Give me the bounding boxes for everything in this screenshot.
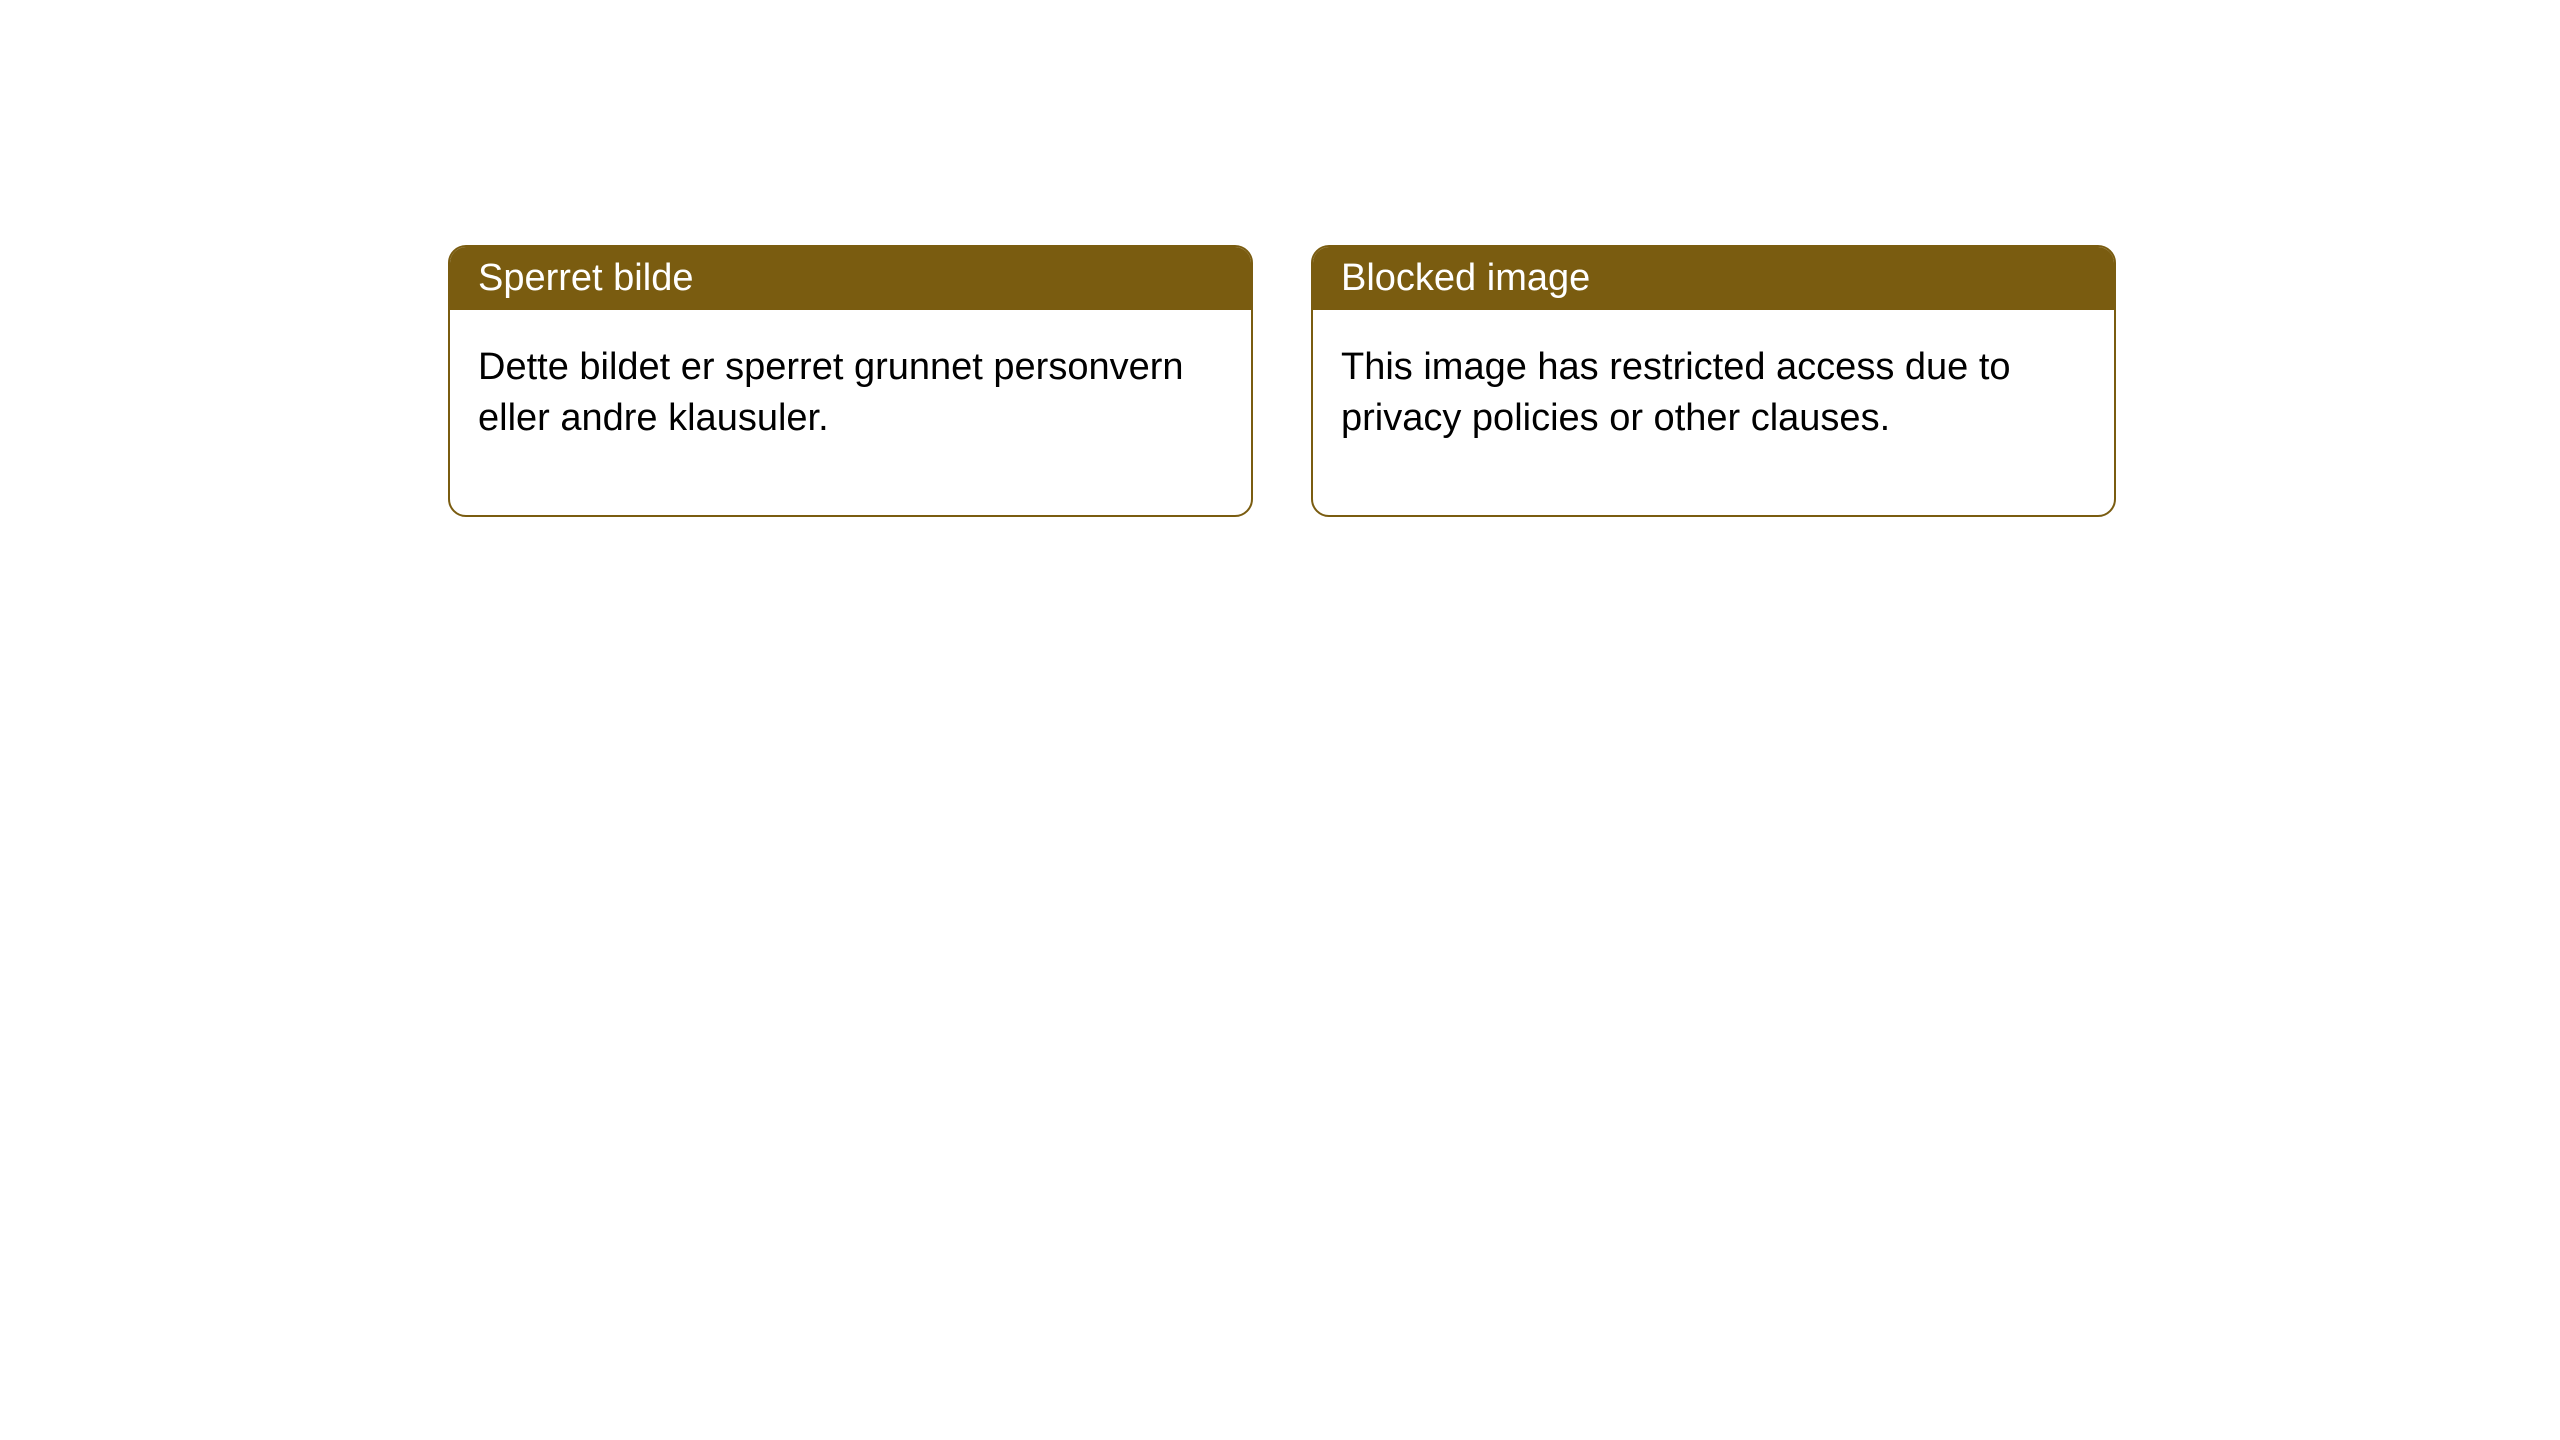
notice-body: Dette bildet er sperret grunnet personve…	[450, 310, 1251, 515]
notice-body-text: This image has restricted access due to …	[1341, 346, 2011, 439]
notice-title: Sperret bilde	[478, 257, 693, 299]
notice-header: Sperret bilde	[450, 247, 1251, 310]
notices-container: Sperret bilde Dette bildet er sperret gr…	[0, 0, 2560, 517]
notice-body: This image has restricted access due to …	[1313, 310, 2114, 515]
notice-title: Blocked image	[1341, 257, 1590, 299]
notice-body-text: Dette bildet er sperret grunnet personve…	[478, 346, 1184, 439]
notice-header: Blocked image	[1313, 247, 2114, 310]
notice-card-norwegian: Sperret bilde Dette bildet er sperret gr…	[448, 245, 1253, 517]
notice-card-english: Blocked image This image has restricted …	[1311, 245, 2116, 517]
